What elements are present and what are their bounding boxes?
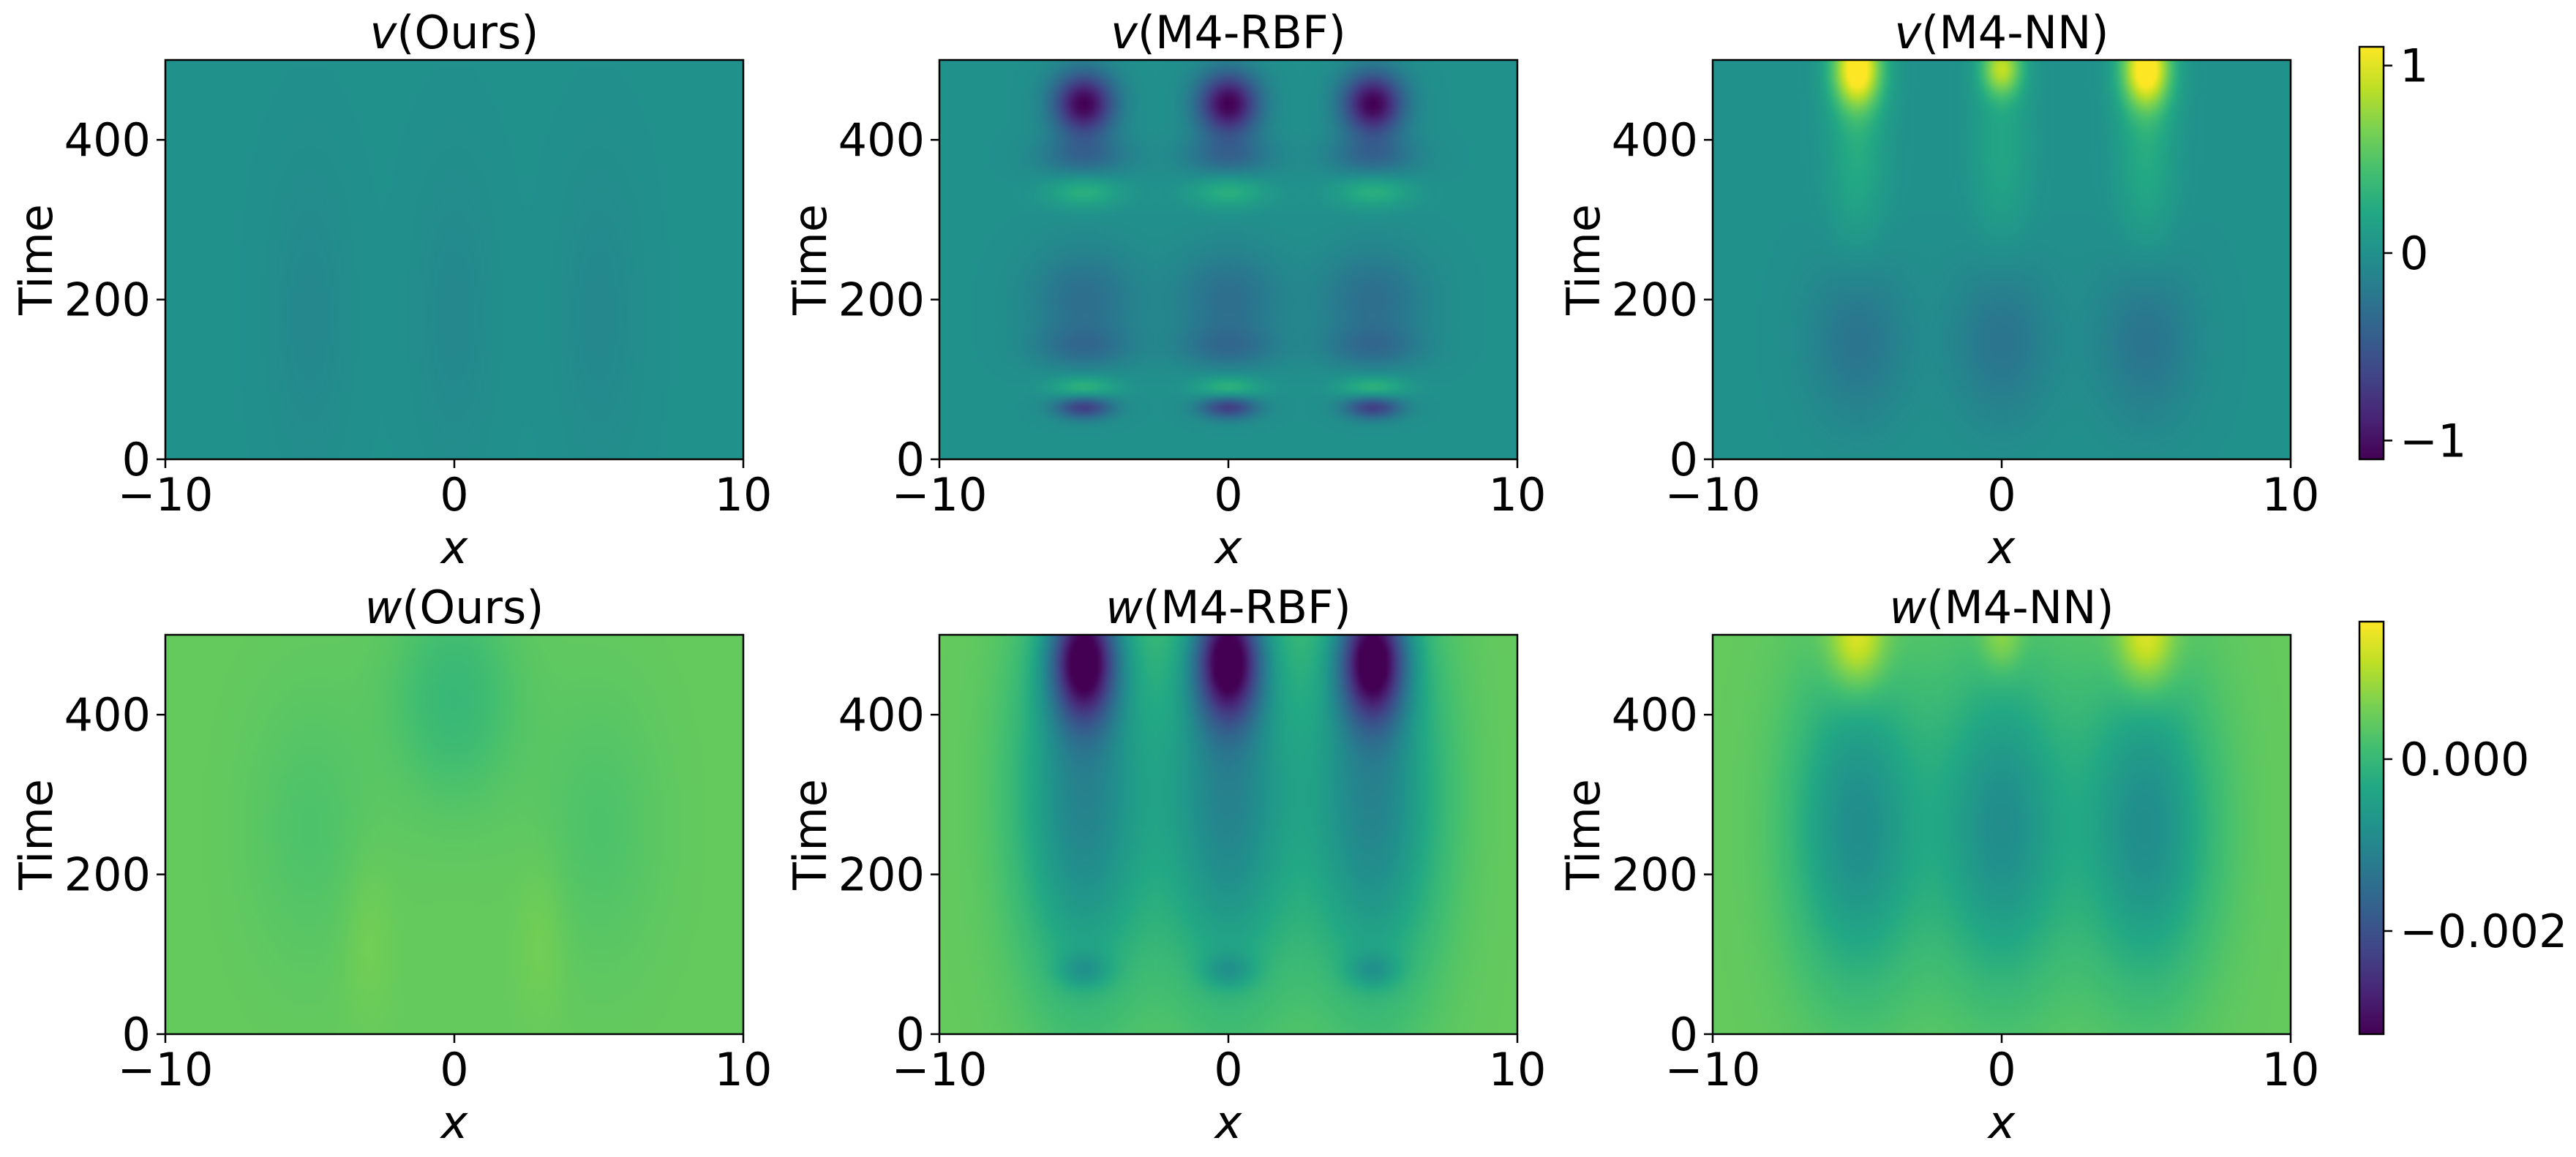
panel-title-method: (M4-RBF) [1143, 581, 1351, 634]
heatmap-image [939, 635, 1517, 1034]
heatmap-image [165, 635, 743, 1034]
x-tick-label: 10 [1489, 468, 1547, 521]
y-tick-label: 400 [838, 113, 925, 167]
panel-title-method: (M4-NN) [1921, 6, 2109, 59]
panel-title: v(M4-NN) [1894, 6, 2109, 59]
y-tick-label: 200 [1612, 274, 1698, 327]
y-tick-label: 200 [838, 274, 925, 327]
colorbar-tick-label: −1 [2400, 414, 2466, 467]
panel-title: w(M4-RBF) [1105, 581, 1351, 634]
panel-title-method: (Ours) [397, 6, 538, 59]
x-tick-label: 0 [440, 1043, 468, 1096]
y-tick-label: 200 [1612, 848, 1698, 902]
y-tick-label: 0 [122, 1008, 151, 1061]
y-tick-label: 400 [64, 688, 151, 742]
y-tick-label: 200 [64, 274, 151, 327]
panel-title-variable: v [1894, 6, 1922, 59]
x-tick-label: 0 [1214, 1043, 1242, 1096]
heatmap-image [939, 60, 1517, 459]
x-axis-label: x [1214, 521, 1243, 574]
x-tick-label: −10 [118, 468, 214, 521]
y-tick-label: 0 [896, 1008, 925, 1061]
x-tick-label: −10 [1665, 1043, 1761, 1096]
y-axis-label: Time [1557, 204, 1610, 316]
colorbar-tick-label: −0.002 [2400, 905, 2567, 958]
y-tick-label: 400 [1612, 113, 1698, 167]
panel-title-variable: w [365, 581, 402, 634]
x-tick-label: 10 [2262, 468, 2320, 521]
x-tick-label: 10 [2262, 1043, 2320, 1096]
x-tick-label: 10 [1489, 1043, 1547, 1096]
heatmap-image [165, 60, 743, 459]
colorbar-gradient [2358, 620, 2385, 1036]
panel-title: v(Ours) [370, 6, 539, 59]
x-axis-label: x [1987, 521, 2016, 574]
panel-title-method: (M4-NN) [1926, 581, 2114, 634]
y-tick-label: 0 [1670, 433, 1698, 486]
x-tick-label: 0 [1214, 468, 1242, 521]
colorbar-tick-label: 0 [2400, 227, 2428, 280]
panel-title: v(M4-RBF) [1111, 6, 1346, 59]
panel-title-variable: w [1105, 581, 1143, 634]
heatmap-image [1713, 60, 2291, 459]
x-tick-label: 0 [1987, 1043, 2016, 1096]
x-axis-label: x [440, 521, 469, 574]
x-tick-label: 0 [1987, 468, 2016, 521]
x-tick-label: −10 [892, 468, 988, 521]
x-tick-label: −10 [1665, 468, 1761, 521]
y-tick-label: 400 [64, 113, 151, 167]
y-tick-label: 0 [122, 433, 151, 486]
x-axis-label: x [1214, 1096, 1243, 1149]
y-tick-label: 0 [896, 433, 925, 486]
x-tick-label: 10 [715, 468, 773, 521]
y-tick-label: 200 [64, 848, 151, 902]
x-axis-label: x [1987, 1096, 2016, 1149]
x-tick-label: 10 [715, 1043, 773, 1096]
colorbar-gradient [2358, 45, 2385, 461]
panel-title: w(M4-NN) [1889, 581, 2114, 634]
x-tick-label: 0 [440, 468, 468, 521]
panel-title-variable: v [1111, 6, 1138, 59]
panel-title-method: (M4-RBF) [1138, 6, 1346, 59]
panel-title-method: (Ours) [402, 581, 544, 634]
y-tick-label: 0 [1670, 1008, 1698, 1061]
y-axis-label: Time [784, 204, 837, 316]
y-axis-label: Time [784, 779, 837, 891]
colorbar-row-2: 0.000 −0.002 [2358, 620, 2567, 1036]
y-tick-label: 400 [1612, 688, 1698, 742]
colorbar-tick-label: 1 [2400, 39, 2428, 93]
panel-title-variable: v [370, 6, 398, 59]
x-tick-label: −10 [892, 1043, 988, 1096]
y-tick-label: 400 [838, 688, 925, 742]
panel-title: w(Ours) [365, 581, 544, 634]
y-tick-label: 200 [838, 848, 925, 902]
y-axis-label: Time [1557, 779, 1610, 891]
heatmap-image [1713, 635, 2291, 1034]
panel-title-variable: w [1889, 581, 1926, 634]
x-axis-label: x [440, 1096, 469, 1149]
x-tick-label: −10 [118, 1043, 214, 1096]
y-axis-label: Time [10, 204, 63, 316]
colorbar-tick-label: 0.000 [2400, 733, 2530, 786]
colorbar-row-1: 1 0 −1 [2358, 39, 2466, 467]
y-axis-label: Time [10, 779, 63, 891]
